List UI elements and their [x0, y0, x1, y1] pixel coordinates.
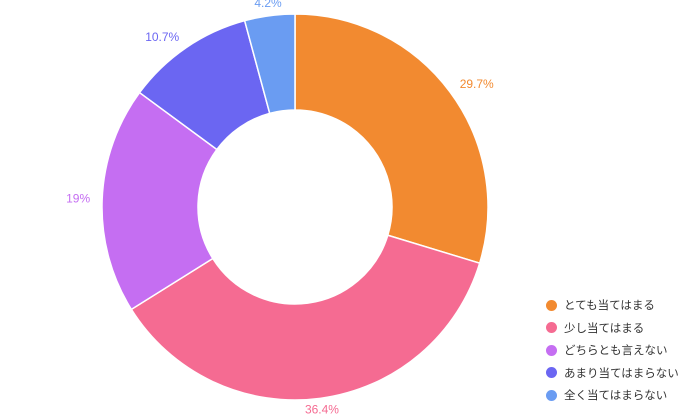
legend-item-2[interactable]: 少し当てはまる	[546, 317, 679, 340]
legend: とても当てはまる 少し当てはまるどちらとも言えない あまり当てはまらない 全く当てはま…	[546, 294, 679, 407]
donut-slice-3	[101, 91, 218, 311]
legend-label: あまり当てはまらない	[564, 365, 679, 380]
legend-label: とても当てはまる	[564, 298, 655, 313]
legend-item-3[interactable]: どちらとも言えない	[546, 339, 679, 362]
slice-value-label-1: 29.7%	[460, 77, 494, 91]
legend-label: 少し当てはまる	[564, 320, 645, 335]
legend-swatch	[546, 344, 557, 356]
legend-label: どちらとも言えない	[564, 343, 668, 358]
donut-slice-2	[130, 234, 481, 401]
legend-item-5[interactable]: 全く当てはまらない	[546, 384, 679, 407]
legend-swatch	[546, 367, 557, 379]
legend-item-4[interactable]: あまり当てはまらない	[546, 362, 679, 385]
legend-swatch	[546, 322, 557, 334]
legend-label: 全く当てはまらない	[564, 388, 668, 403]
legend-swatch	[546, 389, 557, 401]
legend-item-1[interactable]: とても当てはまる	[546, 294, 679, 317]
donut-slice-5	[243, 13, 296, 115]
slice-value-label-5: 4.2%	[254, 0, 282, 10]
donut-slice-1	[294, 13, 489, 265]
slice-value-label-3: 19%	[66, 191, 90, 205]
slice-value-label-2: 36.4%	[305, 402, 339, 416]
slice-value-label-4: 10.7%	[145, 30, 179, 44]
legend-swatch	[546, 299, 557, 311]
